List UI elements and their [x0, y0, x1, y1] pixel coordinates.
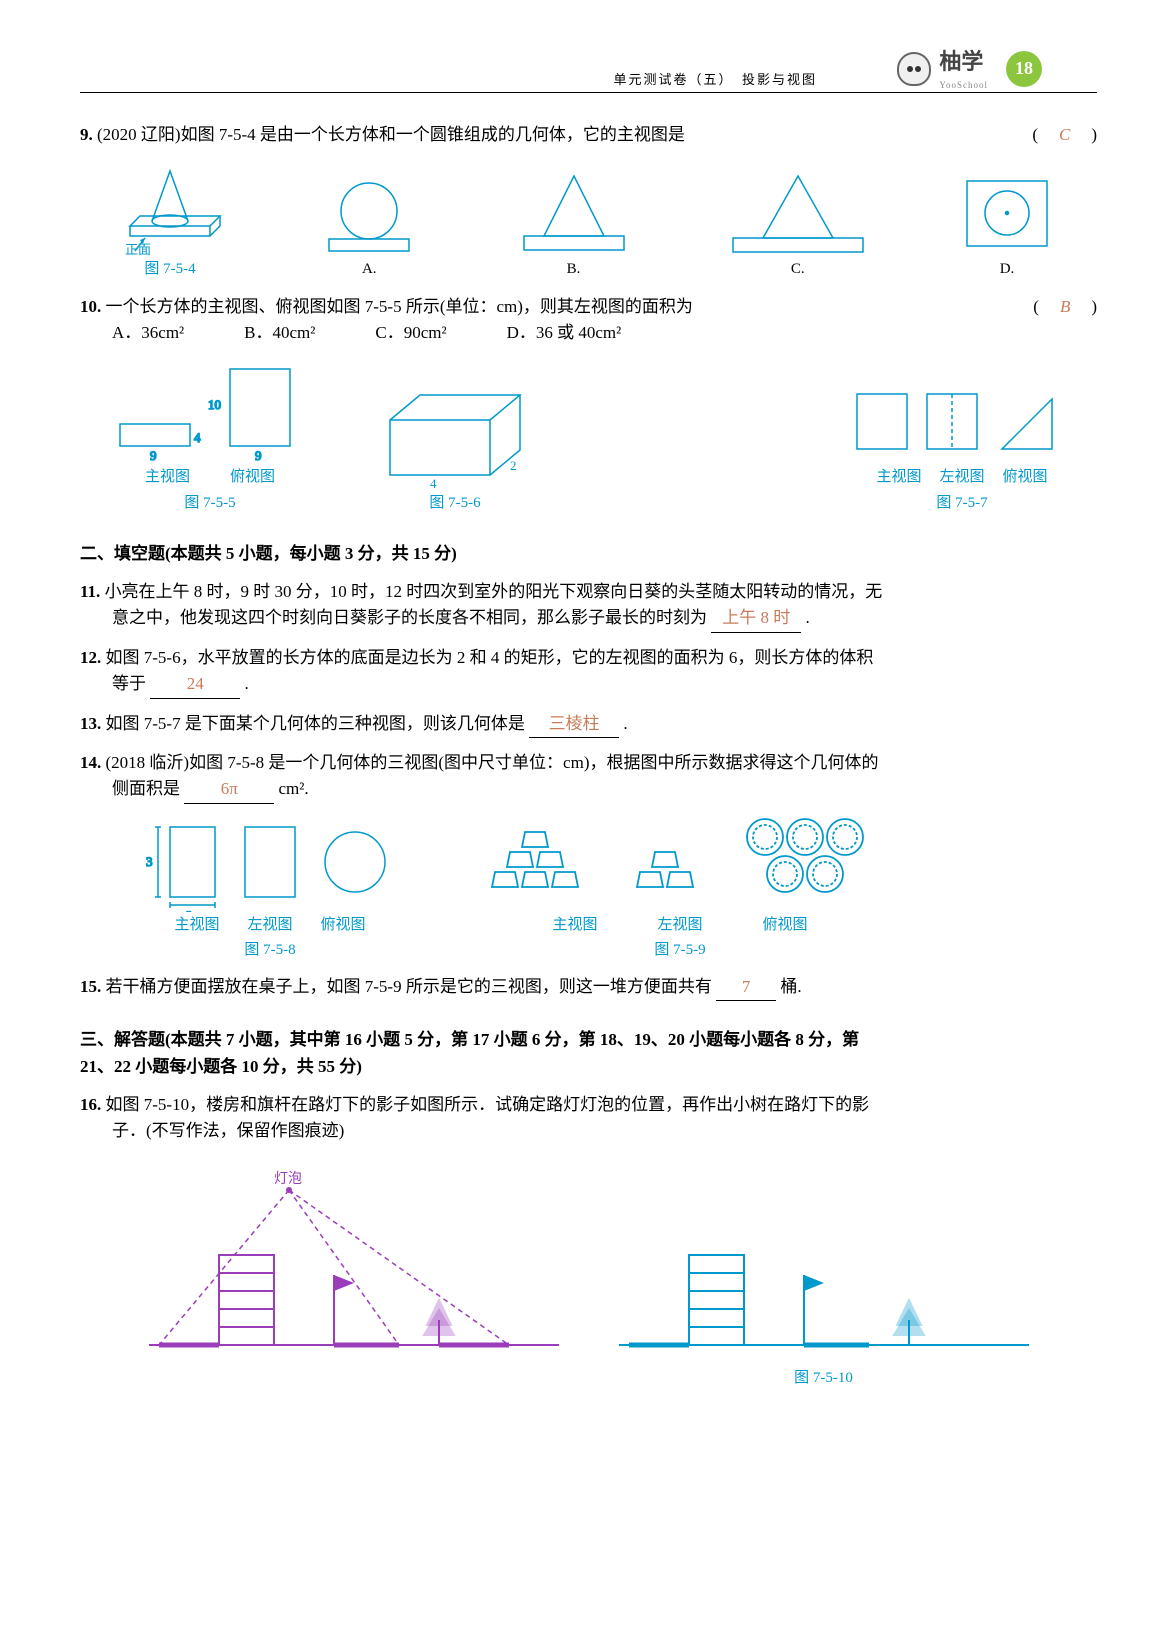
- svg-text:3: 3: [146, 854, 153, 869]
- question-11: 11. 小亮在上午 8 时，9 时 30 分，10 时，12 时四次到室外的阳光…: [80, 579, 1097, 633]
- q9-option-c: C.: [723, 166, 873, 281]
- svg-text:9: 9: [255, 448, 262, 463]
- q9-text: (2020 辽阳)如图 7-5-4 是由一个长方体和一个圆锥组成的几何体，它的主…: [97, 125, 685, 144]
- logo-subtext: YooSchool: [939, 79, 988, 93]
- q10-opt-a: A．36cm²: [112, 320, 184, 346]
- fig-7510-icon: [609, 1165, 1039, 1365]
- q16-solution-diagram: 灯泡: [139, 1165, 569, 1390]
- q9-option-d: D.: [957, 166, 1057, 281]
- q10-number: 10.: [80, 297, 101, 316]
- section-3-heading: 三、解答题(本题共 7 小题，其中第 16 小题 5 分，第 17 小题 6 分…: [80, 1027, 1097, 1080]
- svg-text:10: 10: [208, 397, 221, 412]
- page-number-badge: 18: [1006, 51, 1042, 87]
- question-10: 10. 一个长方体的主视图、俯视图如图 7-5-5 所示(单位：cm)，则其左视…: [80, 294, 1097, 515]
- question-16: 16. 如图 7-5-10，楼房和旗杆在路灯下的影子如图所示．试确定路灯灯泡的位…: [80, 1092, 1097, 1390]
- q15-answer: 7: [716, 974, 776, 1001]
- svg-text:9: 9: [150, 448, 157, 463]
- q10-figures: 4 9 10 9 主视图 俯视图 图 7-5-5 4 2: [110, 354, 1097, 515]
- q10-answer-paren: ( B ): [1033, 294, 1097, 320]
- question-9: 9. (2020 辽阳)如图 7-5-4 是由一个长方体和一个圆锥组成的几何体，…: [80, 122, 1097, 282]
- views-755-icon: 4 9 10 9: [110, 354, 310, 464]
- q16-original-diagram: 图 7-5-10: [609, 1165, 1039, 1390]
- q10-text: 一个长方体的主视图、俯视图如图 7-5-5 所示(单位：cm)，则其左视图的面积…: [106, 297, 693, 316]
- header-subtitle: 单元测试卷（五） 投影与视图: [613, 70, 817, 90]
- option-d-icon: [957, 166, 1057, 256]
- svg-text:4: 4: [194, 430, 201, 445]
- svg-text:灯泡: 灯泡: [274, 1171, 302, 1187]
- views-758-icon: 3 2: [140, 812, 400, 912]
- svg-text:2: 2: [510, 458, 517, 473]
- solution-drawing-icon: 灯泡: [139, 1165, 569, 1365]
- fig-7-5-7: 主视图 左视图 俯视图 图 7-5-7: [847, 374, 1077, 515]
- fig-7-5-9: 主视图 左视图 俯视图 图 7-5-9: [480, 812, 880, 963]
- q9-figures: 正面 图 7-5-4 A. B.: [110, 156, 1097, 281]
- cuboid-cone-icon: 正面: [110, 156, 230, 256]
- svg-text:正面: 正面: [125, 242, 151, 256]
- q10-answer: B: [1056, 297, 1074, 316]
- fig-7-5-5: 4 9 10 9 主视图 俯视图 图 7-5-5: [110, 354, 310, 515]
- q9-option-b: B.: [509, 166, 639, 281]
- fig-7-5-8: 3 2 主视图 左视图 俯视图 图 7-5-8: [140, 812, 400, 963]
- q10-opt-d: D．36 或 40cm²: [507, 320, 622, 346]
- logo-block: 柚学 YooSchool 18: [897, 45, 1042, 93]
- q9-answer-paren: ( C ): [1032, 122, 1097, 148]
- q16-diagrams: 灯泡: [80, 1165, 1097, 1390]
- section-2-heading: 二、填空题(本题共 5 小题，每小题 3 分，共 15 分): [80, 541, 1097, 567]
- q9-answer: C: [1055, 125, 1074, 144]
- question-12: 12. 如图 7-5-6，水平放置的长方体的底面是边长为 2 和 4 的矩形，它…: [80, 645, 1097, 699]
- q14-figures: 3 2 主视图 左视图 俯视图 图 7-5-8: [140, 812, 1097, 963]
- cuboid-756-icon: 4 2: [370, 380, 540, 490]
- option-c-icon: [723, 166, 873, 256]
- logo-text: 柚学: [939, 49, 983, 74]
- question-14: 14. (2018 临沂)如图 7-5-8 是一个几何体的三视图(图中尺寸单位：…: [80, 750, 1097, 962]
- q13-answer: 三棱柱: [529, 711, 619, 738]
- q9-number: 9.: [80, 125, 93, 144]
- question-13: 13. 如图 7-5-7 是下面某个几何体的三种视图，则该几何体是 三棱柱 .: [80, 711, 1097, 738]
- option-b-icon: [509, 166, 639, 256]
- views-759-icon: [480, 812, 880, 912]
- option-a-icon: [314, 166, 424, 256]
- views-757-icon: [847, 374, 1077, 464]
- question-15: 15. 若干桶方便面摆放在桌子上，如图 7-5-9 所示是它的三视图，则这一堆方…: [80, 974, 1097, 1001]
- svg-text:2: 2: [186, 908, 193, 912]
- q11-answer: 上午 8 时: [711, 605, 801, 632]
- svg-text:4: 4: [430, 476, 437, 490]
- mascot-icon: [897, 52, 931, 86]
- q9-main-figure: 正面 图 7-5-4: [110, 156, 230, 281]
- q12-answer: 24: [150, 671, 240, 698]
- q14-answer: 6π: [184, 776, 274, 803]
- fig-7510-caption: 图 7-5-10: [609, 1367, 1039, 1390]
- q9-main-caption: 图 7-5-4: [110, 258, 230, 281]
- fig-7-5-6: 4 2 图 7-5-6: [370, 380, 540, 515]
- q10-opt-b: B．40cm²: [244, 320, 315, 346]
- q10-opt-c: C．90cm²: [375, 320, 446, 346]
- q9-option-a: A.: [314, 166, 424, 281]
- page-header: 单元测试卷（五） 投影与视图 柚学 YooSchool 18: [80, 50, 1097, 110]
- q10-options: A．36cm² B．40cm² C．90cm² D．36 或 40cm²: [80, 320, 1097, 346]
